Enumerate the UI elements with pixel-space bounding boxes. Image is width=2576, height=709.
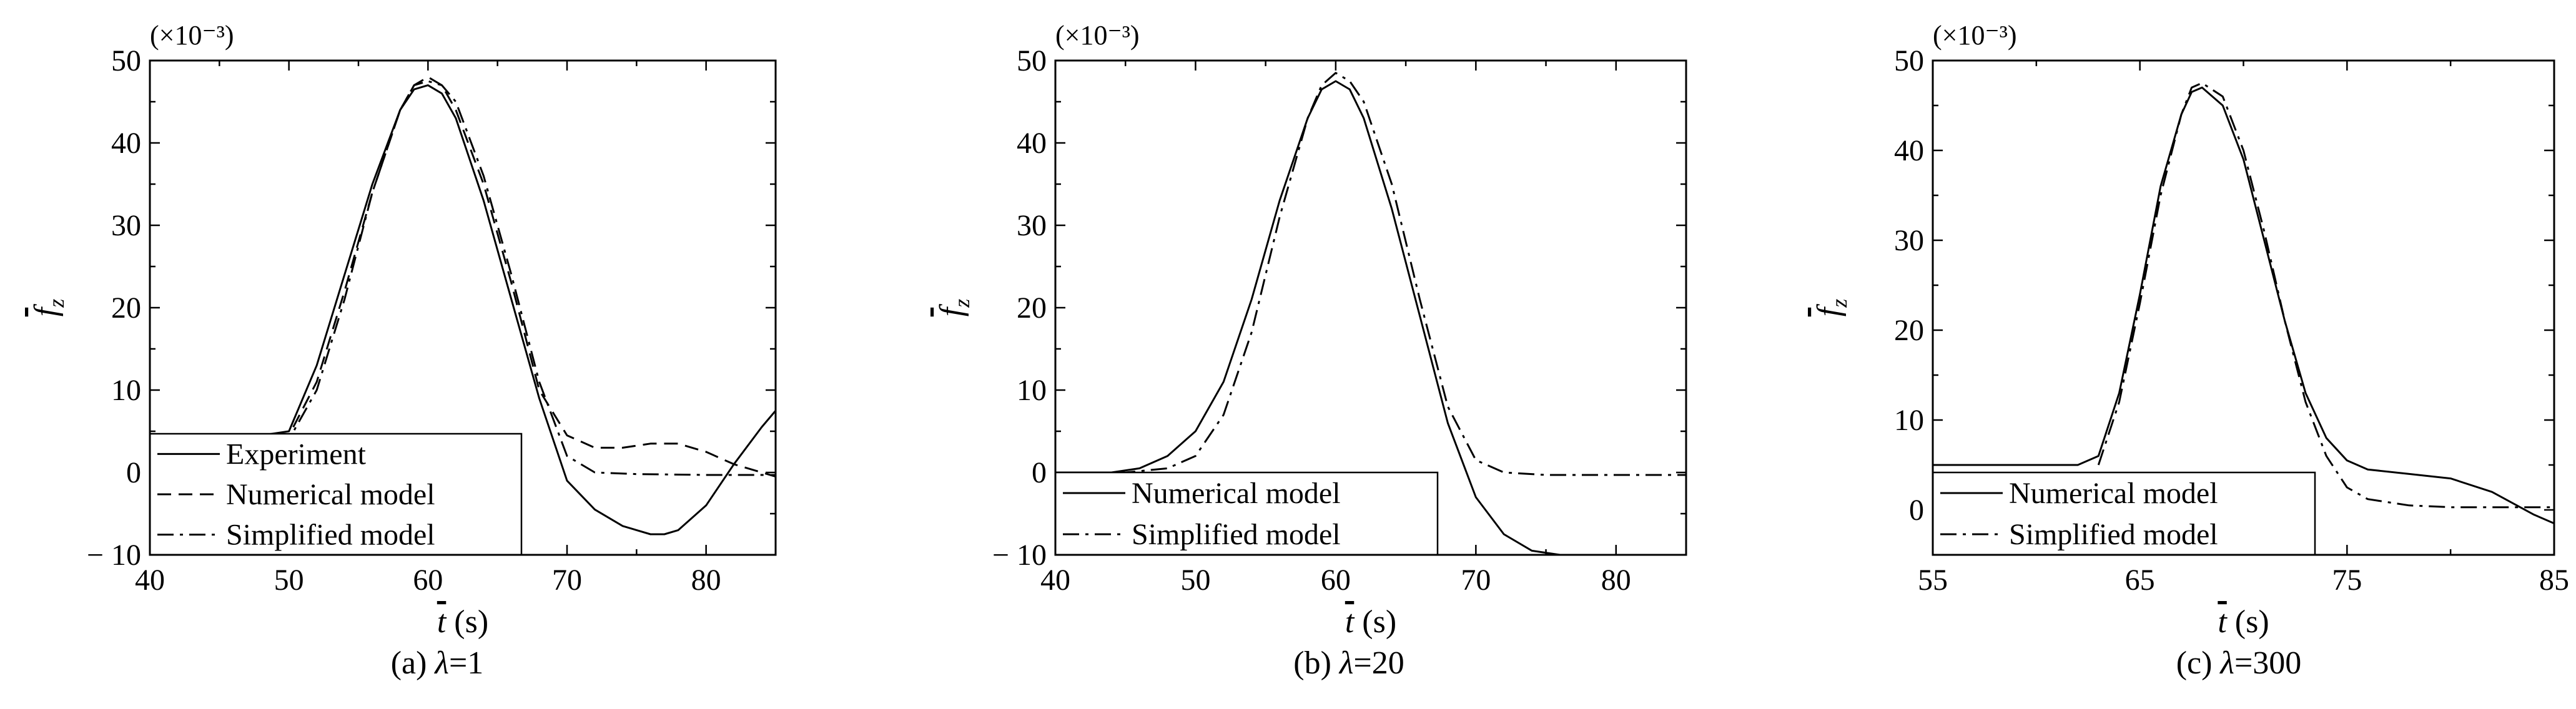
x-tick-label: 50 xyxy=(274,564,304,597)
x-tick-label: 85 xyxy=(2539,564,2569,597)
y-tick-label: − 10 xyxy=(87,539,141,572)
x-axis-label: t (s) xyxy=(437,604,488,640)
series-line-solid xyxy=(1933,86,2554,524)
y-axis-label: fz xyxy=(934,299,974,316)
x-axis-symbol: t xyxy=(437,604,447,640)
y-axis-subscript: z xyxy=(44,299,69,308)
x-axis-unit: (s) xyxy=(1362,604,1396,640)
panel-caption: (a) λ=1 xyxy=(391,645,484,681)
series-group xyxy=(1055,72,1686,555)
chart-panel-b: − 10 0 10 20 30 40 50 40 50 60 70 80 Numerical model… xyxy=(934,20,1687,681)
chart-panel-a: − 10 0 10 20 30 40 50 40 50 60 70 80 Experiment Numer… xyxy=(28,20,777,681)
y-tick-label: 0 xyxy=(1032,456,1047,489)
legend-label: Simplified model xyxy=(2009,518,2218,551)
legend-label: Numerical model xyxy=(226,478,435,511)
x-tick-label: 50 xyxy=(1180,564,1210,597)
y-axis-subscript: z xyxy=(949,299,974,308)
plot-frame xyxy=(149,59,777,556)
caption-suffix: =20 xyxy=(1353,645,1404,681)
x-tick-label: 60 xyxy=(413,564,443,597)
scale-note: (×10⁻³) xyxy=(1055,20,1140,51)
caption-suffix: =1 xyxy=(449,645,483,681)
legend-label: Experiment xyxy=(226,438,367,471)
x-tick-label: 80 xyxy=(1601,564,1631,597)
chart-panel-c: 0 10 20 30 40 50 55 65 75 85 Numerical model Simpli… xyxy=(1811,20,2569,681)
y-tick-label: 30 xyxy=(1894,224,1924,257)
series-line-dashed xyxy=(150,76,776,478)
x-tick-label: 65 xyxy=(2125,564,2155,597)
x-axis-symbol: t xyxy=(2218,604,2228,640)
scale-note: (×10⁻³) xyxy=(150,20,234,51)
y-tick-label: 50 xyxy=(1017,44,1047,77)
series-group xyxy=(150,76,776,535)
panel-caption: (b) λ=20 xyxy=(1293,645,1404,681)
legend-label: Simplified model xyxy=(1132,518,1341,551)
caption-prefix: (a) xyxy=(391,645,435,681)
scale-note: (×10⁻³) xyxy=(1933,20,2017,51)
x-tick-label: 80 xyxy=(691,564,721,597)
x-axis-symbol: t xyxy=(1345,604,1355,640)
y-tick-label: 40 xyxy=(111,127,141,160)
y-tick-label: 40 xyxy=(1894,134,1924,167)
series-line-dashdot xyxy=(1055,72,1686,476)
x-tick-label: 40 xyxy=(135,564,165,597)
series-group xyxy=(1933,82,2554,524)
y-tick-label: 20 xyxy=(111,291,141,325)
x-tick-label: 60 xyxy=(1321,564,1351,597)
y-tick-label: − 10 xyxy=(992,539,1047,572)
legend-label: Numerical model xyxy=(1132,477,1341,510)
y-tick-label: 20 xyxy=(1017,291,1047,325)
y-tick-label: 20 xyxy=(1894,314,1924,347)
legend-label: Numerical model xyxy=(2009,477,2218,510)
caption-prefix: (b) xyxy=(1293,645,1340,681)
x-tick-label: 55 xyxy=(1918,564,1948,597)
caption-symbol: λ xyxy=(433,645,449,681)
x-axis-gap xyxy=(2227,604,2235,640)
x-axis-unit: (s) xyxy=(454,604,488,640)
y-axis-label: fz xyxy=(28,299,69,316)
x-axis-label: t (s) xyxy=(1345,604,1396,640)
caption-prefix: (c) xyxy=(2176,645,2221,681)
y-tick-label: 0 xyxy=(126,456,141,489)
x-axis-unit: (s) xyxy=(2235,604,2269,640)
series-line-dashdot xyxy=(150,80,776,476)
legend-label: Simplified model xyxy=(226,519,435,552)
y-tick-label: 30 xyxy=(1017,209,1047,242)
series-line-solid xyxy=(1055,80,1561,555)
series-line-dashdot xyxy=(2097,82,2554,509)
y-tick-label: 10 xyxy=(1894,404,1924,437)
panel-caption: (c) λ=300 xyxy=(2176,645,2302,681)
y-axis-subscript: z xyxy=(1827,299,1852,308)
legend-box xyxy=(1932,471,2316,556)
y-tick-label: 50 xyxy=(111,44,141,77)
y-axis-label: fz xyxy=(1811,299,1852,316)
x-tick-label: 75 xyxy=(2332,564,2362,597)
caption-symbol: λ xyxy=(1338,645,1354,681)
y-tick-label: 10 xyxy=(111,374,141,407)
x-axis-label: t (s) xyxy=(2218,604,2269,640)
plot-frame xyxy=(1932,59,2555,556)
series-line-solid xyxy=(150,84,776,535)
plot-frame xyxy=(1054,59,1687,556)
x-tick-label: 70 xyxy=(1461,564,1491,597)
y-tick-label: 10 xyxy=(1017,374,1047,407)
x-axis-gap xyxy=(446,604,454,640)
y-tick-label: 40 xyxy=(1017,127,1047,160)
y-tick-label: 0 xyxy=(1909,494,1924,527)
caption-suffix: =300 xyxy=(2234,645,2301,681)
x-tick-label: 40 xyxy=(1040,564,1070,597)
x-tick-label: 70 xyxy=(552,564,582,597)
x-axis-gap xyxy=(1354,604,1362,640)
legend-box xyxy=(1054,471,1439,556)
y-tick-label: 30 xyxy=(111,209,141,242)
y-tick-label: 50 xyxy=(1894,44,1924,77)
caption-symbol: λ xyxy=(2219,645,2234,681)
